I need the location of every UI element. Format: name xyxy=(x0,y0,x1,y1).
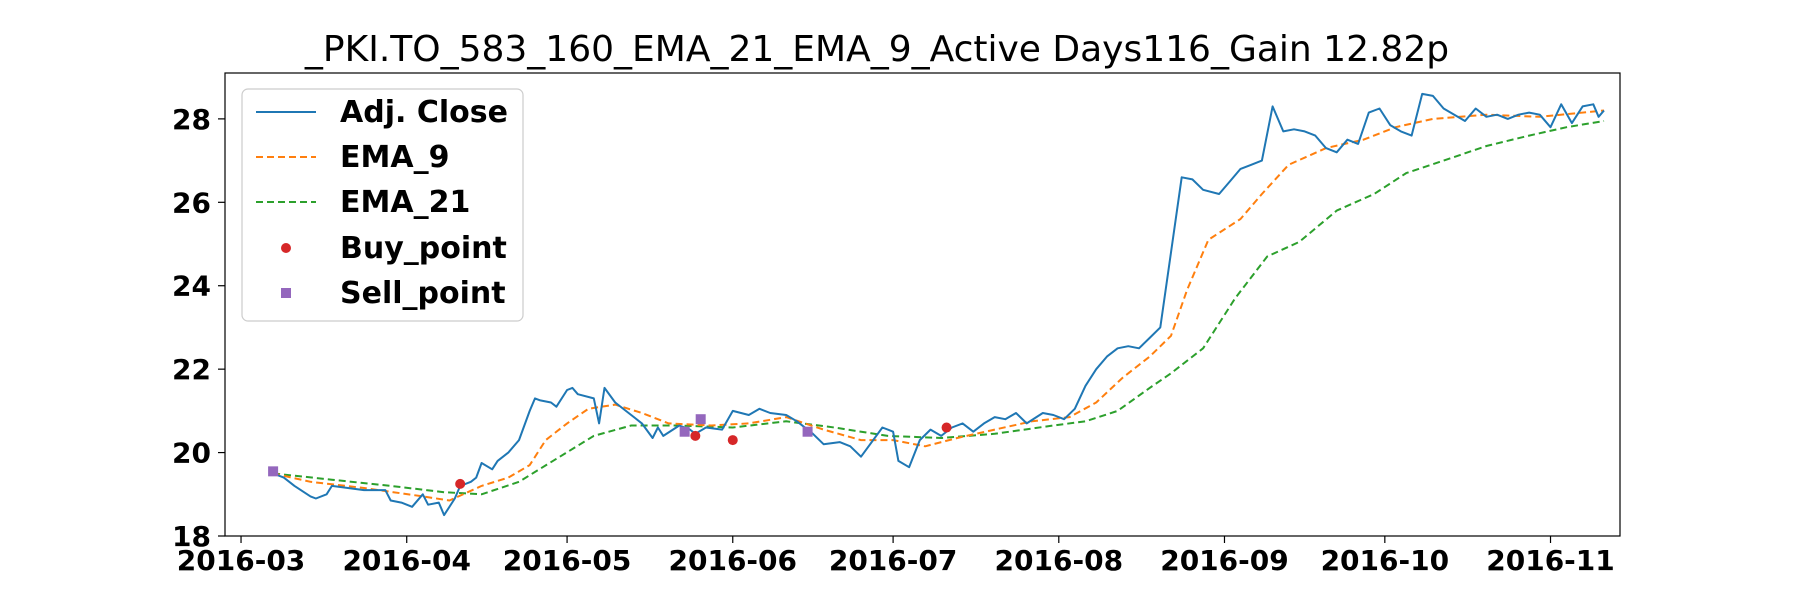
y-axis: 18 20 22 24 26 28 xyxy=(172,103,225,553)
y-tick-label: 22 xyxy=(172,353,211,386)
x-tick-label: 2016-06 xyxy=(669,544,798,577)
buy-point-marker xyxy=(727,435,738,446)
chart-title: _PKI.TO_583_160_EMA_21_EMA_9_Active Days… xyxy=(304,29,1449,70)
y-tick-label: 26 xyxy=(172,186,211,219)
y-tick-label: 24 xyxy=(172,270,211,303)
sell-point-marker xyxy=(268,466,279,477)
x-tick-label: 2016-03 xyxy=(177,544,306,577)
y-tick-label: 28 xyxy=(172,103,211,136)
legend: Adj. Close EMA_9 EMA_21 Buy_point Sell_p… xyxy=(241,88,524,322)
marker-layer xyxy=(268,414,952,489)
legend-label-ema-9: EMA_9 xyxy=(340,140,449,175)
buy-point-marker xyxy=(690,430,701,441)
legend-label-sell-point: Sell_point xyxy=(340,276,506,311)
buy-point-marker xyxy=(455,478,466,489)
x-tick-label: 2016-07 xyxy=(829,544,958,577)
legend-marker-sell-point xyxy=(281,288,291,298)
sell-point-marker xyxy=(695,414,706,425)
x-axis: 2016-03 2016-04 2016-05 2016-06 2016-07 2016-… xyxy=(177,536,1615,577)
series-layer xyxy=(272,92,1605,517)
legend-box xyxy=(241,88,524,322)
legend-label-buy-point: Buy_point xyxy=(340,231,507,266)
sell-point-marker xyxy=(802,426,813,437)
y-tick-label: 20 xyxy=(172,437,211,470)
y-tick-label: 18 xyxy=(172,520,211,553)
x-tick-label: 2016-09 xyxy=(1160,544,1289,577)
sell-point-marker xyxy=(679,426,690,437)
legend-marker-buy-point xyxy=(281,243,291,253)
buy-point-marker xyxy=(941,422,952,433)
legend-label-adj-close: Adj. Close xyxy=(340,95,508,130)
series-line-ema-21 xyxy=(272,120,1605,496)
x-tick-label: 2016-05 xyxy=(503,544,632,577)
series-line-adj-close xyxy=(272,92,1605,517)
x-tick-label: 2016-04 xyxy=(342,544,471,577)
x-tick-label: 2016-10 xyxy=(1321,544,1450,577)
series-line-ema-9 xyxy=(272,109,1605,502)
x-tick-label: 2016-11 xyxy=(1486,544,1615,577)
x-tick-label: 2016-08 xyxy=(995,544,1124,577)
legend-label-ema-21: EMA_21 xyxy=(340,185,470,220)
plot-frame xyxy=(224,72,1621,537)
